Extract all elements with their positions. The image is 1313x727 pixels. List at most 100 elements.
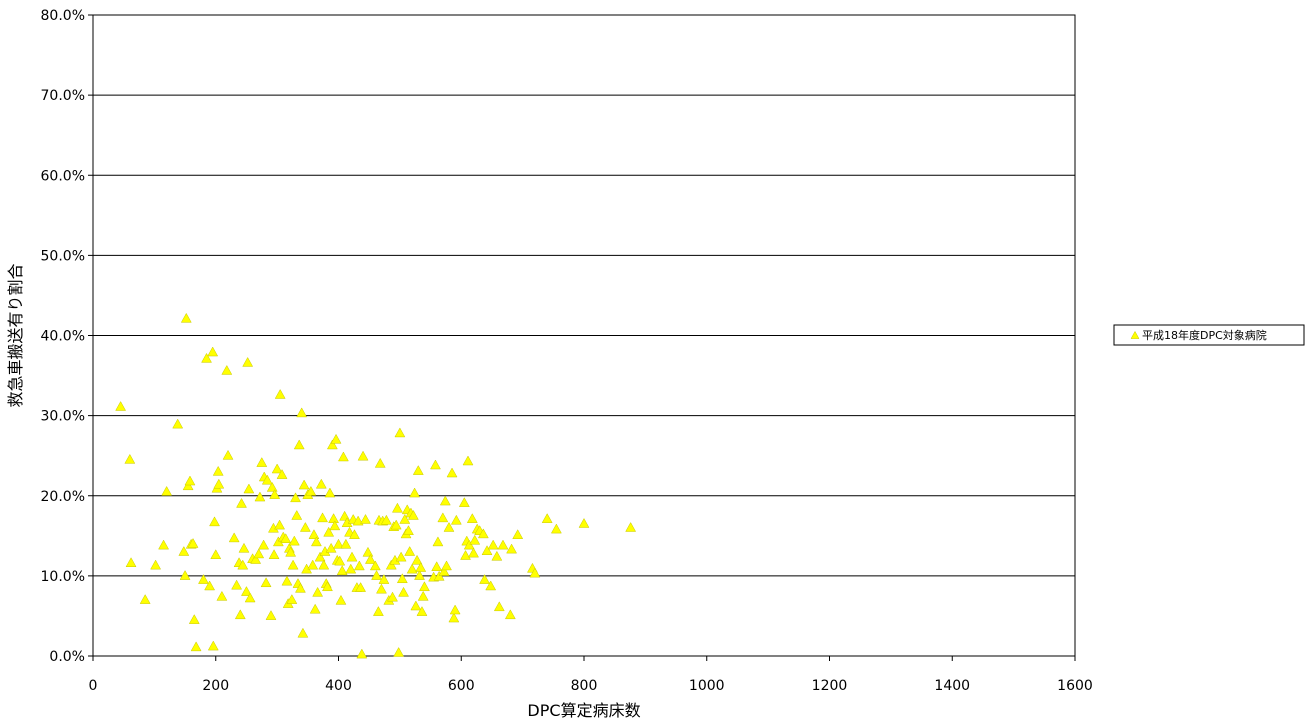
data-point-triangle <box>430 459 441 470</box>
data-point-triangle <box>309 603 321 614</box>
data-point-triangle <box>150 559 162 570</box>
data-point-triangle <box>369 560 381 571</box>
x-tick-label: 200 <box>202 678 229 694</box>
data-point-triangle <box>450 514 462 525</box>
data-point-triangle <box>222 449 234 460</box>
data-point-triangle <box>293 439 305 450</box>
x-tick-label: 400 <box>325 678 352 694</box>
y-tick-label: 10.0% <box>41 569 85 585</box>
data-point-triangle <box>286 594 298 604</box>
data-point-triangle <box>172 418 184 429</box>
data-point-triangle <box>487 539 499 550</box>
data-point-triangle <box>258 539 270 550</box>
data-point-triangle <box>236 497 247 508</box>
data-point-triangle <box>198 574 209 584</box>
legend-box <box>1113 324 1305 346</box>
data-point-triangle <box>466 513 478 523</box>
data-point-triangle <box>158 539 170 550</box>
data-point-triangle <box>180 312 192 323</box>
data-point-triangle <box>323 526 335 537</box>
data-point-triangle <box>337 451 349 462</box>
data-point-triangle <box>334 555 346 566</box>
data-point-triangle <box>307 559 319 570</box>
data-point-triangle <box>250 554 262 564</box>
data-point-triangle <box>390 519 402 530</box>
data-point-triangle <box>256 457 268 467</box>
data-point-triangle <box>178 546 190 556</box>
data-point-triangle <box>625 521 637 532</box>
data-point-triangle <box>314 551 326 562</box>
data-point-triangle <box>416 606 428 616</box>
data-point-triangle <box>231 579 243 590</box>
data-point-triangle <box>179 570 191 580</box>
data-point-triangle <box>432 536 444 547</box>
data-point-triangle <box>403 525 414 535</box>
data-point-triangle <box>346 551 358 562</box>
data-point-triangle <box>504 609 516 620</box>
x-tick-label: 1200 <box>812 678 848 694</box>
data-point-triangle <box>506 543 518 554</box>
data-point-triangle <box>376 583 387 594</box>
data-point-triangle <box>463 539 475 550</box>
x-tick-label: 1600 <box>1057 678 1093 694</box>
data-point-triangle <box>296 407 308 418</box>
data-point-triangle <box>419 581 430 592</box>
data-point-triangle <box>417 590 429 601</box>
data-point-triangle <box>357 450 369 461</box>
data-point-triangle <box>329 520 341 531</box>
data-point-triangle <box>485 580 497 591</box>
data-point-triangle <box>393 646 405 657</box>
data-point-triangle <box>512 529 524 539</box>
data-point-triangle <box>479 574 490 584</box>
data-point-triangle <box>394 427 406 438</box>
data-point-triangle <box>449 604 461 615</box>
data-point-triangle <box>550 523 562 534</box>
data-point-triangle <box>253 548 265 559</box>
data-point-triangle <box>228 532 240 543</box>
data-point-triangle <box>272 536 284 547</box>
data-points <box>115 312 637 659</box>
y-axis-title: 救急車搬送有り割合 <box>6 263 25 407</box>
data-point-triangle <box>330 433 342 444</box>
data-point-triangle <box>213 478 225 489</box>
data-point-triangle <box>125 557 137 568</box>
data-point-triangle <box>336 565 348 576</box>
data-point-triangle <box>339 510 351 521</box>
data-point-triangle <box>335 594 347 605</box>
data-point-triangle <box>380 514 392 525</box>
data-point-triangle <box>415 562 427 572</box>
data-point-triangle <box>242 356 254 367</box>
data-point-triangle <box>491 550 503 561</box>
data-point-triangle <box>261 474 273 485</box>
data-point-triangle <box>139 594 151 604</box>
data-point-triangle <box>182 480 194 491</box>
data-point-triangle <box>298 479 310 490</box>
data-point-triangle <box>201 352 212 363</box>
data-point-triangle <box>362 546 374 557</box>
data-point-triangle <box>209 516 220 527</box>
data-point-triangle <box>312 586 324 597</box>
data-point-triangle <box>210 549 222 559</box>
data-point-triangle <box>288 535 300 546</box>
data-point-triangle <box>360 513 371 524</box>
x-tick-label: 600 <box>448 678 475 694</box>
data-point-triangle <box>317 512 328 523</box>
x-axis-title: DPC算定病床数 <box>527 701 640 720</box>
axis-ticks: 0.0% 10.0% 20.0% 30.0% 40.0% 50.0% 60.0% 70.0% 8… <box>41 8 1093 694</box>
data-point-triangle <box>578 517 590 528</box>
data-point-triangle <box>395 551 407 562</box>
data-point-triangle <box>124 453 136 464</box>
data-point-triangle <box>433 570 445 581</box>
legend-label: 平成18年度DPC対象病院 <box>1142 328 1267 342</box>
x-tick-label: 1000 <box>689 678 725 694</box>
data-point-triangle <box>204 580 216 591</box>
data-point-triangle <box>324 487 336 498</box>
data-point-triangle <box>184 475 196 486</box>
data-point-triangle <box>305 485 317 496</box>
data-point-triangle <box>333 538 344 549</box>
data-point-triangle <box>387 591 398 602</box>
data-point-triangle <box>493 601 505 612</box>
data-point-triangle <box>260 577 272 588</box>
data-point-triangle <box>443 521 455 532</box>
